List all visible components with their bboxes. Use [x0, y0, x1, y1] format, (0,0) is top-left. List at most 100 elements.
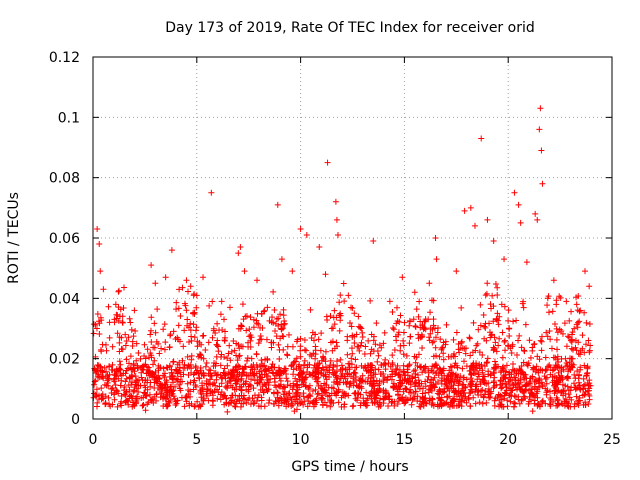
data-point-background: [389, 352, 396, 359]
data-point-background: [562, 363, 569, 370]
data-point-background: [209, 389, 216, 396]
data-point-background: [587, 342, 594, 349]
data-point-background: [450, 395, 457, 402]
data-point-background: [128, 373, 135, 380]
data-point-background: [126, 360, 133, 367]
data-point-background: [533, 378, 540, 385]
data-point-background: [216, 327, 223, 334]
data-point-background: [256, 373, 263, 380]
data-point-background: [309, 369, 316, 376]
data-point-background: [300, 362, 307, 369]
data-point-background: [256, 379, 263, 386]
data-point-background: [553, 336, 560, 343]
data-point-background: [162, 339, 169, 346]
data-point: [411, 289, 418, 296]
data-point-background: [218, 389, 225, 396]
data-point-background: [221, 370, 228, 377]
data-point-background: [289, 386, 296, 393]
data-point-background: [185, 324, 192, 331]
data-point-background: [132, 395, 139, 402]
data-point-background: [583, 319, 590, 326]
data-point-background: [487, 390, 494, 397]
data-point-background: [257, 332, 264, 339]
data-point-background: [150, 399, 157, 406]
data-point-background: [275, 315, 282, 322]
data-point-background: [127, 364, 134, 371]
data-point-background: [365, 337, 372, 344]
data-point-background: [193, 369, 200, 376]
data-point-background: [231, 403, 238, 410]
data-point-background: [456, 349, 463, 356]
data-point-background: [187, 393, 194, 400]
data-point-background: [384, 377, 391, 384]
data-point-background: [473, 362, 480, 369]
data-point-background: [289, 361, 296, 368]
data-point-background: [118, 372, 125, 379]
data-point-background: [413, 379, 420, 386]
data-point-background: [575, 350, 582, 357]
data-point-background: [425, 389, 432, 396]
data-point-background: [217, 362, 224, 369]
data-point-background: [415, 383, 422, 390]
data-point-background: [496, 335, 503, 342]
data-point-background: [126, 393, 133, 400]
data-point-background: [312, 373, 319, 380]
data-point-background: [529, 373, 536, 380]
data-point-background: [581, 362, 588, 369]
data-point-background: [581, 349, 588, 356]
data-point-background: [577, 366, 584, 373]
data-point-background: [521, 388, 528, 395]
data-point-background: [480, 394, 487, 401]
data-point-background: [270, 288, 277, 295]
data-point-background: [293, 382, 300, 389]
data-point-background: [555, 359, 562, 366]
data-point-background: [185, 288, 192, 295]
data-point-background: [582, 388, 589, 395]
data-point-background: [499, 380, 506, 387]
data-point-background: [166, 343, 173, 350]
data-point-background: [220, 316, 227, 323]
data-point-background: [183, 307, 190, 314]
data-point: [399, 274, 406, 281]
data-point-background: [377, 387, 384, 394]
data-point-background: [204, 386, 211, 393]
data-point-background: [109, 361, 116, 368]
data-point-background: [445, 353, 452, 360]
data-point-background: [516, 332, 523, 339]
data-point-background: [511, 399, 518, 406]
data-point-background: [554, 353, 561, 360]
data-point-background: [327, 313, 334, 320]
data-point-background: [117, 382, 124, 389]
data-point-background: [501, 303, 508, 310]
data-point-background: [577, 351, 584, 358]
data-point-background: [194, 343, 201, 350]
data-point-background: [288, 397, 295, 404]
data-point-background: [477, 378, 484, 385]
data-point-background: [451, 396, 458, 403]
data-point-background: [98, 317, 105, 324]
data-point-background: [402, 385, 409, 392]
data-point-background: [104, 377, 111, 384]
data-point-background: [348, 355, 355, 362]
data-point-background: [225, 350, 232, 357]
data-point-background: [193, 324, 200, 331]
data-point-background: [330, 385, 337, 392]
data-point-background: [187, 320, 194, 327]
data-point-background: [407, 381, 414, 388]
data-point-background: [245, 343, 252, 350]
data-point-background: [564, 333, 571, 340]
data-point-background: [575, 397, 582, 404]
data-point-background: [310, 399, 317, 406]
data-point-background: [275, 402, 282, 409]
data-point-background: [174, 361, 181, 368]
data-point-background: [556, 326, 563, 333]
data-point-background: [202, 347, 209, 354]
data-point-background: [335, 399, 342, 406]
data-point-background: [220, 369, 227, 376]
data-point-background: [357, 342, 364, 349]
data-point-background: [543, 366, 550, 373]
data-point-background: [429, 399, 436, 406]
data-point-background: [271, 306, 278, 313]
data-point-background: [230, 367, 237, 374]
data-point-background: [315, 336, 322, 343]
